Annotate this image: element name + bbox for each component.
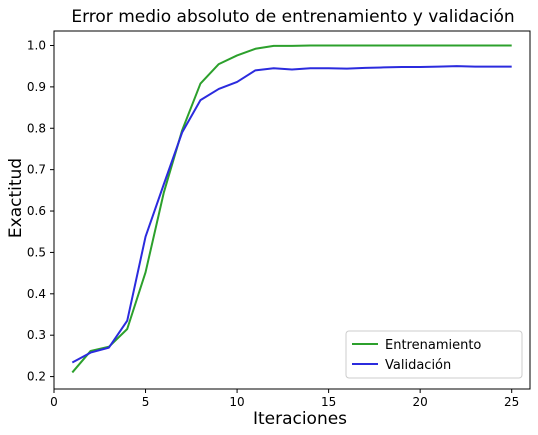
y-tick-label: 0.7	[27, 163, 46, 177]
x-tick-label: 5	[142, 395, 150, 409]
x-axis-label: Iteraciones	[253, 409, 347, 429]
x-tick-label: 0	[50, 395, 58, 409]
y-tick-label: 0.8	[27, 121, 46, 135]
legend-box	[345, 330, 523, 379]
plot-area-frame	[53, 30, 531, 390]
chart-title: Error medio absoluto de entrenamiento y …	[71, 7, 514, 27]
y-tick-label: 1.0	[27, 38, 46, 52]
y-tick-label: 0.2	[27, 370, 46, 384]
x-tick-label: 15	[321, 395, 336, 409]
legend-label-validacion: Validación	[385, 358, 451, 373]
x-tick-label: 10	[229, 395, 244, 409]
series-line-validacion	[71, 65, 512, 364]
series-lines	[71, 44, 512, 374]
axis-ticks: 0 5 10 15 20 25 0.2 0.3 0.4 0.5 0.6 0.7 0.8 0.9 1.0	[27, 38, 519, 409]
y-tick-label: 0.5	[27, 245, 46, 259]
y-tick-label: 0.3	[27, 328, 46, 342]
y-axis-label: Exactitud	[6, 158, 26, 238]
y-tick-label: 0.4	[27, 287, 46, 301]
y-tick-label: 0.6	[27, 204, 46, 218]
legend: Entrenamiento Validación	[345, 330, 523, 379]
legend-label-entrenamiento: Entrenamiento	[385, 338, 481, 353]
series-line-entrenamiento	[71, 44, 512, 374]
y-tick-label: 0.9	[27, 80, 46, 94]
x-tick-label: 25	[504, 395, 519, 409]
x-tick-label: 20	[413, 395, 428, 409]
